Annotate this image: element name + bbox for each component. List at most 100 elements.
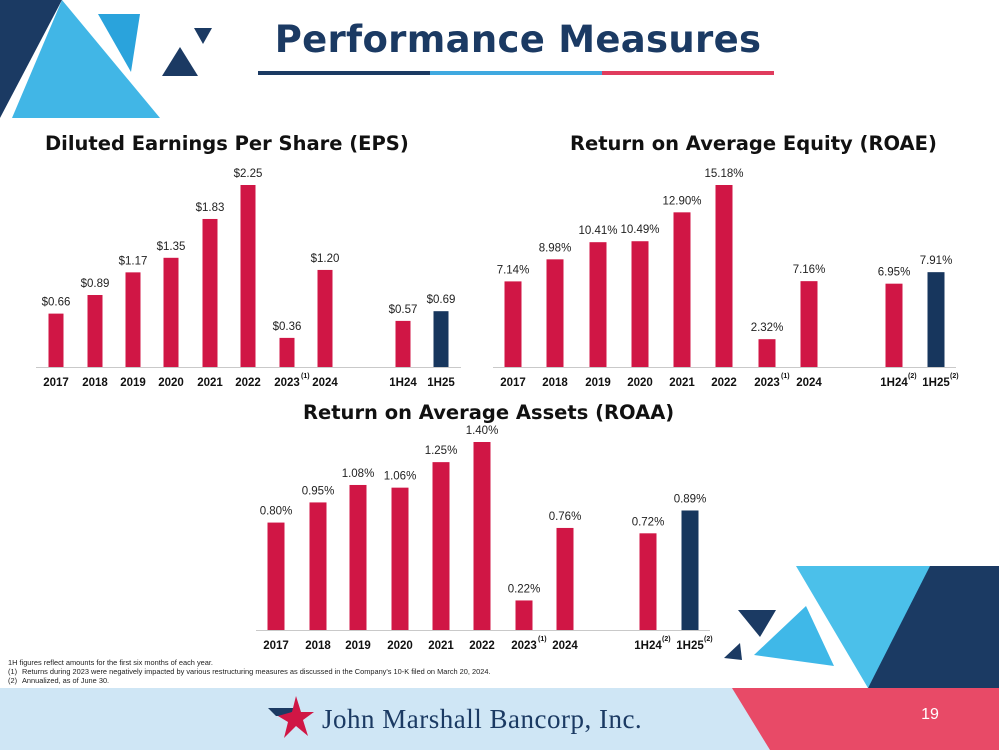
tiny-navy-triangle-shape — [194, 28, 212, 44]
roaa-tick-label-2019: 2019 — [345, 640, 371, 652]
roaa-data-label-2017: 0.80% — [260, 506, 293, 518]
roae-data-label-2021: 12.90% — [662, 195, 701, 207]
eps-data-label-2018: $0.89 — [81, 278, 110, 290]
eps-tick-label-2017: 2017 — [43, 377, 69, 389]
eps-tick-label-2019: 2019 — [120, 377, 146, 389]
footnote-text: Annualized, as of June 30. — [22, 676, 110, 686]
roaa-bar-2021 — [432, 462, 450, 630]
eps-bar-2022 — [240, 185, 256, 367]
roae-footnote-mark-1H25: (2) — [950, 373, 959, 380]
eps-data-label-1H25: $0.69 — [427, 294, 456, 306]
eps-bar-2017 — [48, 313, 64, 367]
roaa-tick-label-2018: 2018 — [305, 640, 331, 652]
roae-data-label-1H25: 7.91% — [920, 255, 953, 267]
roae-tick-label-2020: 2020 — [627, 377, 653, 389]
roae-tick-label-1H24: 1H24 — [880, 377, 908, 389]
footnote-text: 1H figures reflect amounts for the first… — [8, 658, 213, 667]
roae-tick-label-2024: 2024 — [796, 377, 822, 389]
roaa-data-label-2020: 1.06% — [384, 471, 417, 483]
roae-footnote-mark-1H24: (2) — [908, 373, 917, 380]
eps-bar-1H24 — [395, 320, 411, 367]
roae-data-label-2017: 7.14% — [497, 264, 530, 276]
eps-tick-label-2022: 2022 — [235, 377, 261, 389]
roaa-bar-2023 — [515, 600, 533, 630]
small-blue-triangle-shape — [98, 14, 140, 72]
page-number: 19 — [921, 706, 939, 723]
star-shape — [278, 696, 314, 738]
roaa-data-label-2023: 0.22% — [508, 583, 541, 595]
page-title: Performance Measures — [274, 18, 762, 61]
roaa-tick-label-2017: 2017 — [263, 640, 289, 652]
eps-data-label-2019: $1.17 — [119, 255, 148, 267]
eps-tick-label-2021: 2021 — [197, 377, 223, 389]
roae-bar-1H25 — [927, 272, 945, 367]
roaa-data-label-1H24: 0.72% — [632, 516, 665, 528]
roae-data-label-2024: 7.16% — [793, 264, 826, 276]
roaa-bar-1H25 — [681, 510, 699, 630]
roaa-chart-title: Return on Average Assets (ROAA) — [303, 401, 675, 424]
roae-bar-2021 — [673, 212, 691, 367]
eps-tick-label-2024: 2024 — [312, 377, 338, 389]
roaa-footnote-mark-1H25: (2) — [704, 636, 713, 643]
roae-data-label-2023: 2.32% — [751, 322, 784, 334]
roaa-footnote-mark-2023: (1) — [538, 636, 547, 643]
title-underline-blue — [430, 71, 602, 75]
roae-footnote-mark-2023: (1) — [781, 373, 790, 380]
roae-bar-1H24 — [885, 283, 903, 367]
roaa-tick-label-1H24: 1H24 — [634, 640, 662, 652]
footnote-mark: (2) — [8, 676, 18, 686]
roaa-tick-label-2024: 2024 — [552, 640, 578, 652]
eps-tick-label-2023: 2023 — [274, 377, 300, 389]
roaa-bar-2019 — [349, 484, 367, 630]
eps-bar-2020 — [163, 257, 179, 367]
roaa-bar-1H24 — [639, 533, 657, 630]
footnote-text: Returns during 2023 were negatively impa… — [22, 667, 491, 677]
roae-tick-label-2021: 2021 — [669, 377, 695, 389]
footnote-2: (2) Annualized, as of June 30. — [8, 676, 491, 685]
eps-data-label-2022: $2.25 — [234, 168, 263, 180]
eps-chart-title: Diluted Earnings Per Share (EPS) — [45, 132, 409, 155]
eps-bar-2021 — [202, 218, 218, 367]
roaa-bar-2018 — [309, 502, 327, 630]
eps-tick-label-1H25: 1H25 — [427, 377, 455, 389]
small-navy-triangle-shape — [162, 47, 198, 76]
roaa-bar-2024 — [556, 527, 574, 630]
roaa-tick-label-2021: 2021 — [428, 640, 454, 652]
eps-data-label-2020: $1.35 — [157, 241, 186, 253]
roaa-tick-label-2022: 2022 — [469, 640, 495, 652]
roae-bar-2018 — [546, 259, 564, 367]
roae-bar-2022 — [715, 185, 733, 367]
roaa-bar-2017 — [267, 522, 285, 630]
roae-bar-2024 — [800, 281, 818, 367]
eps-bar-2019 — [125, 272, 141, 367]
roaa-tick-label-2020: 2020 — [387, 640, 413, 652]
roae-tick-label-1H25: 1H25 — [922, 377, 950, 389]
eps-bar-2018 — [87, 295, 103, 367]
pink-footer-shape — [732, 688, 999, 750]
navy-corner-shape — [868, 566, 999, 688]
roae-bar-2023 — [758, 339, 776, 367]
roaa-bar-2022 — [473, 442, 491, 630]
roaa-tick-label-2023: 2023 — [511, 640, 537, 652]
roaa-data-label-1H25: 0.89% — [674, 493, 707, 505]
eps-bar-1H25 — [433, 311, 449, 367]
tiny-navy-triangle-shape-2 — [724, 643, 742, 660]
roae-tick-label-2023: 2023 — [754, 377, 780, 389]
roaa-data-label-2024: 0.76% — [549, 511, 582, 523]
title-underline-pink — [602, 71, 774, 75]
top-left-decoration — [0, 0, 212, 118]
eps-bar-2024 — [317, 269, 333, 367]
roae-tick-label-2022: 2022 — [711, 377, 737, 389]
eps-tick-label-1H24: 1H24 — [389, 377, 417, 389]
roae-tick-label-2018: 2018 — [542, 377, 568, 389]
roaa-data-label-2019: 1.08% — [342, 468, 375, 480]
blue-triangle-shape — [754, 606, 834, 666]
navy-triangle-shape — [0, 0, 62, 118]
roae-chart-title: Return on Average Equity (ROAE) — [570, 132, 937, 155]
eps-data-label-1H24: $0.57 — [389, 304, 418, 316]
light-blue-corner-shape — [796, 566, 932, 688]
eps-footnote-mark-2023: (1) — [301, 373, 310, 380]
roae-data-label-2019: 10.41% — [578, 225, 617, 237]
roae-bar-2020 — [631, 241, 649, 367]
